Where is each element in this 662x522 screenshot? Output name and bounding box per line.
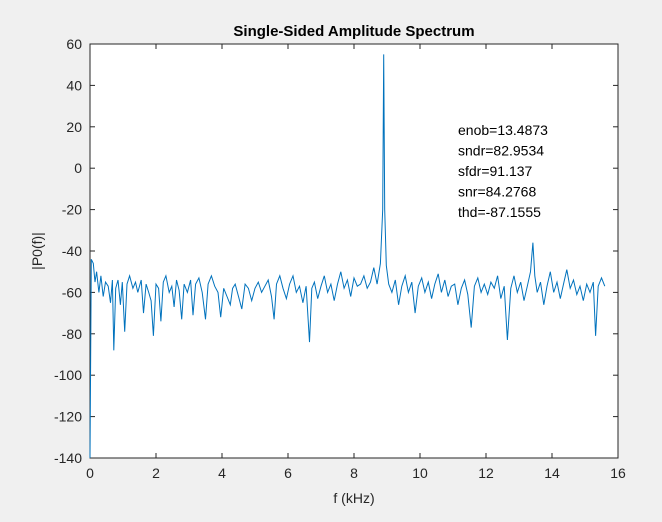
- y-tick-label: -140: [54, 450, 82, 466]
- annotation-text: snr=84.2768: [458, 184, 536, 200]
- x-tick-label: 10: [412, 465, 428, 481]
- y-tick-label: 0: [74, 160, 82, 176]
- y-tick-label: 40: [66, 77, 82, 93]
- y-tick-label: -40: [62, 243, 82, 259]
- y-tick-label: -80: [62, 326, 82, 342]
- annotation-text: enob=13.4873: [458, 122, 548, 138]
- y-tick-label: 20: [66, 119, 82, 135]
- series-line: [89, 54, 606, 459]
- annotation-text: thd=-87.1555: [458, 204, 541, 220]
- x-tick-label: 6: [284, 465, 292, 481]
- plot-area: [89, 43, 619, 459]
- y-tick-label: -20: [62, 202, 82, 218]
- annotation-text: sfdr=91.137: [458, 163, 533, 179]
- chart-title: Single-Sided Amplitude Spectrum: [233, 23, 474, 40]
- x-tick-label: 2: [152, 465, 160, 481]
- y-tick-label: -100: [54, 367, 82, 383]
- annotation-text: sndr=82.9534: [458, 143, 544, 159]
- y-tick-label: -120: [54, 409, 82, 425]
- x-tick-label: 0: [86, 465, 94, 481]
- x-tick-label: 4: [218, 465, 226, 481]
- x-tick-label: 16: [610, 465, 626, 481]
- x-axis-label: f (kHz): [333, 490, 374, 506]
- y-tick-label: -60: [62, 284, 82, 300]
- y-axis-label: |P0(f)|: [29, 232, 45, 270]
- x-tick-label: 14: [544, 465, 560, 481]
- x-tick-label: 12: [478, 465, 494, 481]
- x-tick-label: 8: [350, 465, 358, 481]
- y-tick-label: 60: [66, 36, 82, 52]
